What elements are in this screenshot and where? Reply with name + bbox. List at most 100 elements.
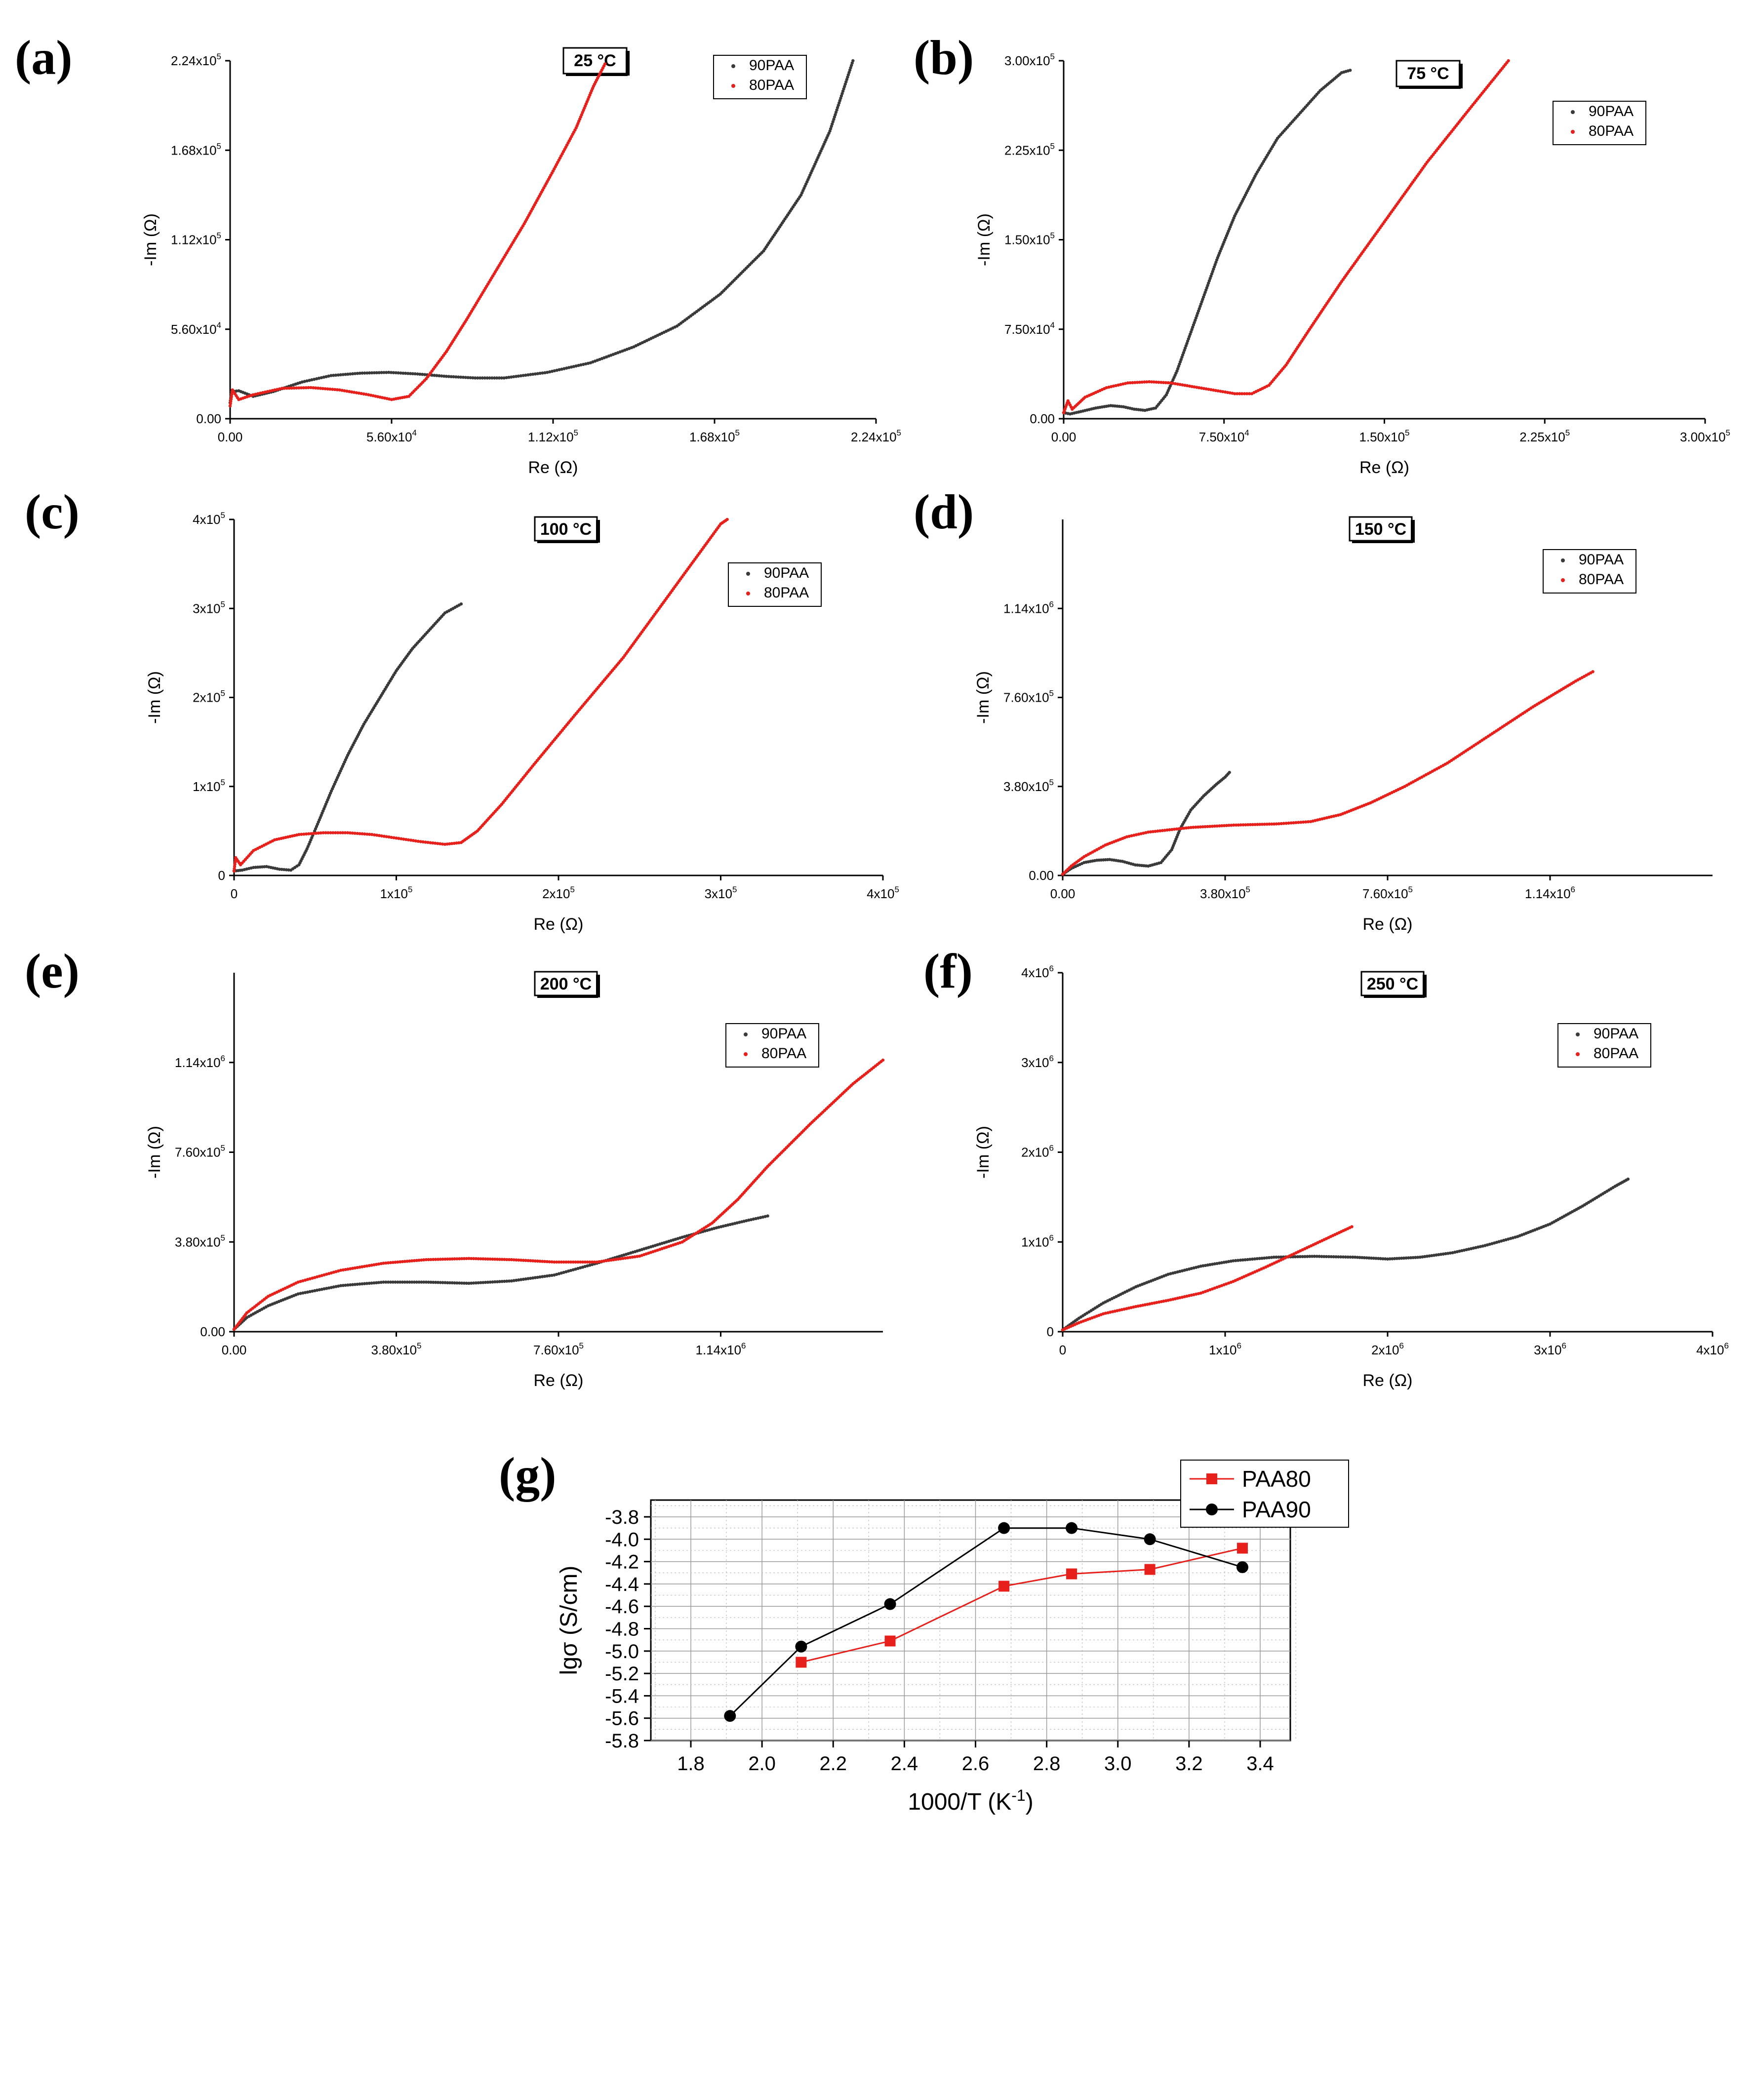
data-point-e-90paa [299, 1292, 302, 1295]
data-point-e-90paa [493, 1280, 497, 1284]
y-axis-label-e: -Im (Ω) [145, 1126, 164, 1179]
data-point-f-90paa [1346, 1255, 1350, 1259]
data-point-c-80paa [387, 835, 391, 839]
legend-label-e-0: 90PAA [761, 1026, 806, 1042]
legend-label-f-0: 90PAA [1594, 1026, 1638, 1042]
data-point-f-90paa [1324, 1255, 1328, 1259]
data-point-e-90paa [353, 1283, 357, 1286]
data-point-e-80paa [296, 1280, 300, 1284]
legend-e: 90PAA 80PAA [725, 1023, 819, 1068]
data-point-f-90paa [1339, 1255, 1343, 1259]
x-tick-label-a: 5.60x104 [366, 428, 417, 444]
data-point-a-90paa [560, 367, 563, 371]
data-point-a-90paa [538, 371, 542, 375]
data-point-f-90paa [1272, 1255, 1276, 1259]
data-point-a-90paa [385, 371, 388, 374]
data-point-f-90paa [1418, 1255, 1422, 1259]
data-point-a-90paa [341, 373, 345, 376]
data-point-a-80paa [273, 388, 277, 392]
data-point-e-80paa [358, 1266, 361, 1269]
data-point-e-80paa [448, 1257, 452, 1261]
y-tick-label-g: -4.8 [605, 1619, 639, 1640]
data-point-e-90paa [318, 1288, 321, 1292]
y-tick-label-d: 7.60x105 [1003, 689, 1054, 705]
data-point-a-80paa [251, 393, 255, 396]
data-point-e-90paa [521, 1277, 525, 1281]
data-point-e-90paa [749, 1218, 753, 1222]
data-point-f-80paa [1208, 1288, 1212, 1292]
x-tick-label-f: 4x106 [1696, 1341, 1729, 1357]
x-tick-label-e: 1.14x106 [696, 1341, 746, 1357]
data-point-c-80paa [312, 832, 316, 835]
data-point-e-80paa [301, 1279, 305, 1283]
data-point-a-90paa [471, 376, 475, 380]
y-tick-label-g: -3.8 [605, 1506, 639, 1528]
data-point-a-80paa [290, 386, 293, 390]
data-point-e-90paa [415, 1280, 418, 1284]
data-point-c-80paa [419, 840, 422, 843]
data-point-e-80paa [332, 1270, 335, 1274]
data-point-e-80paa [299, 1280, 302, 1283]
data-point-d-80paa [1591, 670, 1595, 674]
data-point-f-90paa [1313, 1255, 1316, 1258]
data-point-a-80paa [309, 386, 313, 390]
data-point-e-90paa [581, 1266, 585, 1269]
temp-box-a: 25 °C [562, 47, 630, 76]
data-point-e-90paa [517, 1278, 520, 1282]
data-point-e-90paa [360, 1282, 364, 1286]
data-point-b-80paa [1188, 384, 1192, 388]
data-point-e-80paa [586, 1260, 589, 1264]
data-point-c-80paa [382, 834, 386, 838]
data-point-c-80paa [452, 841, 456, 845]
data-point-e-90paa [512, 1279, 516, 1282]
data-point-a-90paa [517, 374, 520, 378]
data-point-a-80paa [299, 386, 303, 390]
data-point-e-90paa [438, 1281, 442, 1284]
data-point-a-90paa [584, 362, 588, 366]
data-point-c-80paa [395, 836, 398, 840]
legend-marker-d-1 [1561, 578, 1565, 582]
data-point-e-80paa [498, 1258, 502, 1261]
data-point-e-80paa [341, 1268, 345, 1271]
data-point-e-90paa [548, 1274, 551, 1277]
data-point-f-90paa [1301, 1255, 1304, 1259]
data-point-e-90paa [306, 1290, 310, 1294]
data-point-e-90paa [555, 1272, 558, 1276]
data-point-a-80paa [364, 393, 368, 396]
data-point-a-80paa [278, 387, 281, 391]
data-point-e-80paa [562, 1260, 565, 1264]
data-point-a-90paa [466, 376, 470, 379]
data-point-paa80 [998, 1581, 1010, 1592]
data-point-d-80paa [1208, 825, 1212, 828]
data-point-e-80paa [602, 1259, 606, 1263]
y-tick-label-f: 0 [1047, 1324, 1054, 1339]
data-point-f-90paa [1178, 1269, 1182, 1273]
data-point-e-90paa [453, 1281, 456, 1285]
data-point-c-90paa [280, 868, 283, 871]
data-point-e-90paa [308, 1290, 312, 1293]
data-point-a-90paa [344, 373, 347, 376]
legend-label-paa80: PAA80 [1242, 1466, 1311, 1492]
data-point-a-90paa [579, 363, 583, 367]
data-point-e-90paa [519, 1278, 523, 1281]
x-tick-label-a: 0.00 [218, 430, 243, 444]
data-point-a-90paa [339, 373, 342, 377]
data-point-c-80paa [358, 832, 361, 835]
data-point-f-90paa [1448, 1251, 1452, 1255]
data-point-b-80paa [1121, 382, 1125, 386]
data-point-e-90paa [481, 1281, 485, 1284]
data-point-a-80paa [268, 389, 272, 393]
data-point-f-90paa [1384, 1257, 1387, 1261]
x-tick-label-c: 4x105 [867, 885, 899, 901]
data-point-a-90paa [829, 127, 833, 130]
data-point-a-90paa [837, 104, 840, 107]
data-point-a-80paa [254, 393, 257, 396]
data-point-e-90paa [498, 1280, 502, 1283]
data-point-d-80paa [1241, 823, 1245, 827]
data-point-e-90paa [500, 1280, 504, 1283]
data-point-c-80paa [411, 839, 415, 842]
data-point-c-80paa [329, 831, 332, 834]
data-point-a-80paa [266, 390, 270, 394]
data-point-c-80paa [450, 842, 454, 845]
data-point-e-80paa [529, 1259, 532, 1263]
